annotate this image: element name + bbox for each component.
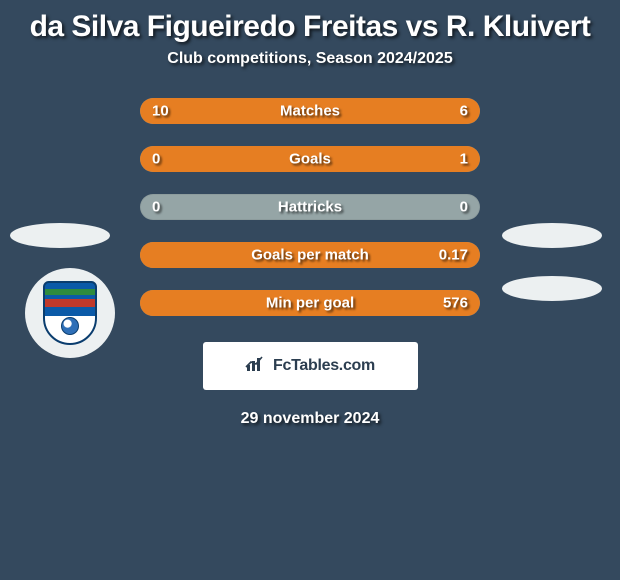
left-club-badge <box>25 268 115 358</box>
stat-row: 10 Matches 6 <box>140 98 480 124</box>
stat-value-left: 0 <box>152 199 160 216</box>
stat-row: Min per goal 576 <box>140 290 480 316</box>
page-subtitle: Club competitions, Season 2024/2025 <box>0 50 620 68</box>
stat-fill-left <box>140 146 201 172</box>
brand-box: FcTables.com <box>203 342 418 390</box>
stat-fill-right <box>201 146 480 172</box>
comparison-panel: 10Matches60Goals10Hattricks0Goals per ma… <box>0 98 620 428</box>
stat-value-right: 0 <box>460 199 468 216</box>
brand-label: FcTables.com <box>273 357 375 375</box>
stat-bars: 10Matches60Goals10Hattricks0Goals per ma… <box>140 98 480 316</box>
stat-label: Goals <box>289 151 331 168</box>
stat-label: Min per goal <box>266 295 354 312</box>
club-crest-icon <box>43 281 97 345</box>
stat-value-right: 576 <box>443 295 468 312</box>
bar-chart-icon <box>245 355 267 378</box>
stat-row: 0 Hattricks 0 <box>140 194 480 220</box>
left-player-ellipse <box>10 223 110 248</box>
stat-row: 0 Goals 1 <box>140 146 480 172</box>
stat-value-left: 0 <box>152 151 160 168</box>
stat-value-right: 6 <box>460 103 468 120</box>
right-player-ellipse-1 <box>502 223 602 248</box>
stat-value-right: 1 <box>460 151 468 168</box>
stat-row: Goals per match 0.17 <box>140 242 480 268</box>
page-title: da Silva Figueiredo Freitas vs R. Kluive… <box>0 0 620 50</box>
right-player-ellipse-2 <box>502 276 602 301</box>
stat-label: Matches <box>280 103 340 120</box>
stat-value-right: 0.17 <box>439 247 468 264</box>
stat-value-left: 10 <box>152 103 169 120</box>
footer-date: 29 november 2024 <box>0 410 620 428</box>
stat-label: Goals per match <box>251 247 369 264</box>
stat-label: Hattricks <box>278 199 342 216</box>
